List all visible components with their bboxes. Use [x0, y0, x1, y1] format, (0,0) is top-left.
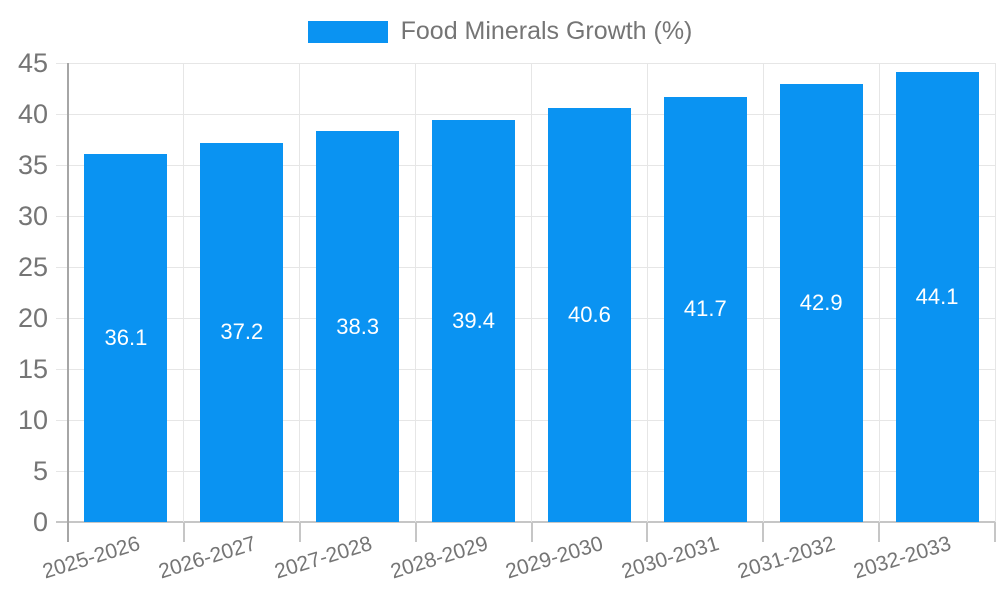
y-axis-tick-label: 35	[17, 150, 48, 180]
legend[interactable]: Food Minerals Growth (%)	[0, 17, 1000, 46]
bar-value-label: 38.3	[336, 313, 380, 339]
grid-line-horizontal	[56, 62, 995, 64]
grid-line-horizontal	[56, 521, 995, 523]
grid-line-vertical	[994, 63, 996, 522]
grid-line-horizontal	[56, 368, 995, 370]
bar[interactable]	[84, 153, 168, 522]
grid-line-vertical	[299, 63, 301, 522]
y-axis-tick-label: 10	[17, 405, 48, 435]
grid-line-horizontal	[56, 470, 995, 472]
x-axis-tick	[182, 522, 185, 542]
grid-line-vertical	[762, 63, 764, 522]
grid-line-vertical	[183, 63, 185, 522]
grid-line-vertical	[531, 63, 532, 522]
grid-line-horizontal	[56, 113, 995, 115]
bar[interactable]	[432, 120, 516, 522]
x-axis-tick	[414, 522, 417, 542]
y-axis-tick-label: 30	[17, 201, 48, 231]
legend-swatch	[307, 20, 388, 43]
x-axis-tick	[530, 522, 533, 542]
x-axis-tick	[878, 522, 881, 542]
bar[interactable]	[895, 72, 979, 522]
y-axis-tick-label: 15	[17, 354, 48, 384]
grid-line-horizontal	[56, 266, 995, 268]
bar[interactable]	[200, 142, 284, 522]
grid-line-horizontal	[56, 215, 995, 217]
x-axis-tick	[298, 522, 301, 542]
bar-value-label: 42.9	[799, 290, 843, 316]
y-axis-tick-label: 20	[17, 303, 48, 333]
bar-value-label: 37.2	[220, 319, 264, 345]
y-axis-tick-label: 25	[17, 252, 48, 282]
y-axis-line	[67, 63, 69, 542]
bar-value-label: 40.6	[568, 301, 611, 327]
bar[interactable]	[779, 84, 863, 522]
bar[interactable]	[547, 107, 631, 522]
y-axis-tick-label: 5	[32, 456, 48, 486]
grid-line-horizontal	[56, 164, 995, 166]
grid-line-vertical	[415, 63, 417, 522]
grid-line-horizontal	[56, 419, 995, 421]
legend-label: Food Minerals Growth (%)	[400, 17, 693, 45]
bar-value-label: 44.1	[915, 284, 959, 310]
x-axis-tick	[646, 522, 649, 542]
grid-line-horizontal	[56, 317, 995, 319]
y-axis-tick-label: 0	[32, 507, 48, 537]
x-axis-tick	[762, 522, 765, 542]
bar-value-label: 41.7	[683, 296, 727, 322]
bar[interactable]	[663, 96, 747, 522]
bar[interactable]	[316, 131, 400, 522]
bar-value-label: 39.4	[452, 308, 495, 334]
y-axis-tick-label: 40	[17, 99, 48, 129]
grid-line-vertical	[646, 63, 648, 522]
bar-value-label: 36.1	[104, 324, 148, 350]
x-axis-tick	[994, 522, 996, 542]
y-axis-tick-label: 45	[17, 48, 48, 78]
grid-line-vertical	[878, 63, 880, 522]
